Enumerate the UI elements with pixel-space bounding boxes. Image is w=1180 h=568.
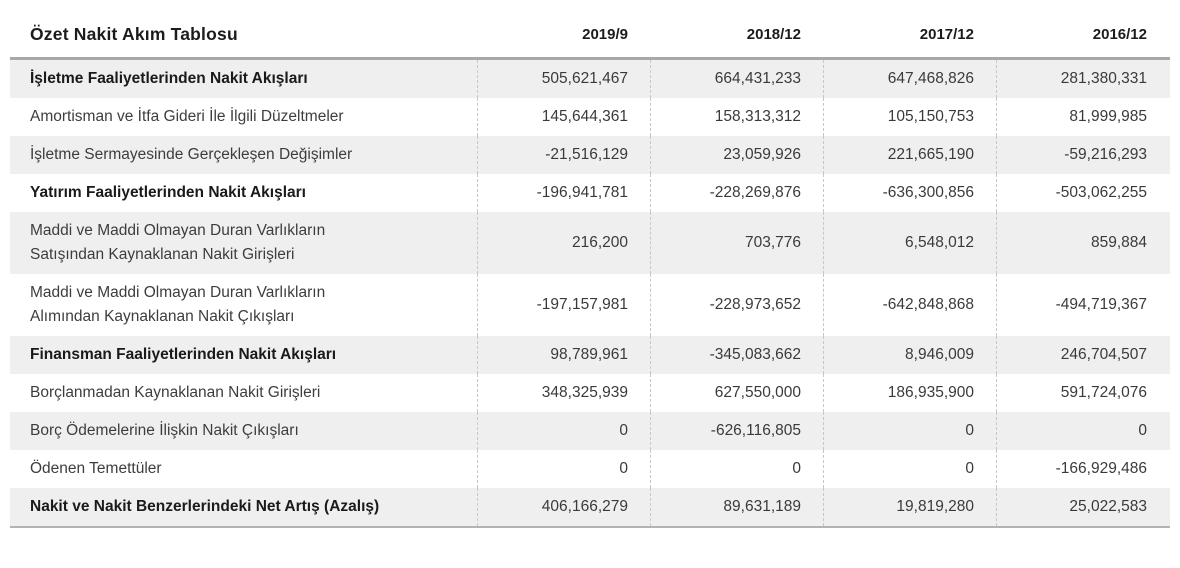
table-row: Amortisman ve İtfa Gideri İle İlgili Düz… bbox=[10, 98, 1170, 136]
table-header-row: Özet Nakit Akım Tablosu 2019/9 2018/12 2… bbox=[10, 12, 1170, 57]
column-header-2016-12: 2016/12 bbox=[1092, 26, 1147, 43]
table-body: İşletme Faaliyetlerinden Nakit Akışları 5… bbox=[10, 57, 1170, 528]
table-row: İşletme Sermayesinde Gerçekleşen Değişim… bbox=[10, 136, 1170, 174]
row-label: Maddi ve Maddi Olmayan Duran Varlıkların… bbox=[10, 274, 477, 336]
cell-value: 281,380,331 bbox=[996, 60, 1169, 98]
cell-value: 0 bbox=[996, 412, 1169, 450]
row-label: Amortisman ve İtfa Gideri İle İlgili Düz… bbox=[10, 98, 477, 136]
cell-value: -21,516,129 bbox=[477, 136, 650, 174]
cell-value: -626,116,805 bbox=[650, 412, 823, 450]
cell-value: -228,973,652 bbox=[650, 274, 823, 336]
row-label-line: İşletme Faaliyetlerinden Nakit Akışları bbox=[30, 70, 308, 87]
table-row: Finansman Faaliyetlerinden Nakit Akışlar… bbox=[10, 336, 1170, 374]
cell-value: 0 bbox=[823, 450, 996, 488]
cell-value: 647,468,826 bbox=[823, 60, 996, 98]
cash-flow-table: Özet Nakit Akım Tablosu 2019/9 2018/12 2… bbox=[10, 12, 1170, 528]
table-row: Maddi ve Maddi Olmayan Duran Varlıkların… bbox=[10, 212, 1170, 274]
cell-value: -503,062,255 bbox=[996, 174, 1169, 212]
table-row: Borç Ödemelerine İlişkin Nakit Çıkışları… bbox=[10, 412, 1170, 450]
cell-value: -59,216,293 bbox=[996, 136, 1169, 174]
cell-value: -228,269,876 bbox=[650, 174, 823, 212]
cell-value: 0 bbox=[823, 412, 996, 450]
cell-value: 145,644,361 bbox=[477, 98, 650, 136]
row-label: Ödenen Temettüler bbox=[10, 450, 477, 488]
row-label: Borç Ödemelerine İlişkin Nakit Çıkışları bbox=[10, 412, 477, 450]
cell-value: 0 bbox=[477, 412, 650, 450]
row-label-line: İşletme Sermayesinde Gerçekleşen Değişim… bbox=[30, 146, 353, 163]
cell-value: -197,157,981 bbox=[477, 274, 650, 336]
row-label-line: Yatırım Faaliyetlerinden Nakit Akışları bbox=[30, 184, 306, 201]
cell-value: 8,946,009 bbox=[823, 336, 996, 374]
row-label: Nakit ve Nakit Benzerlerindeki Net Artış… bbox=[10, 488, 477, 526]
row-label-line: Alımından Kaynaklanan Nakit Çıkışları bbox=[30, 308, 295, 325]
cell-value: 627,550,000 bbox=[650, 374, 823, 412]
cell-value: 25,022,583 bbox=[996, 488, 1169, 526]
cell-value: 859,884 bbox=[996, 212, 1169, 274]
row-label: İşletme Sermayesinde Gerçekleşen Değişim… bbox=[10, 136, 477, 174]
column-header-2019-9: 2019/9 bbox=[582, 26, 628, 43]
row-label-line: Satışından Kaynaklanan Nakit Girişleri bbox=[30, 246, 295, 263]
row-label: Yatırım Faaliyetlerinden Nakit Akışları bbox=[10, 174, 477, 212]
cell-value: -636,300,856 bbox=[823, 174, 996, 212]
row-label: Borçlanmadan Kaynaklanan Nakit Girişleri bbox=[10, 374, 477, 412]
cell-value: -166,929,486 bbox=[996, 450, 1169, 488]
table-row: Ödenen Temettüler 0 0 0 -166,929,486 bbox=[10, 450, 1170, 488]
row-label: Maddi ve Maddi Olmayan Duran Varlıkların… bbox=[10, 212, 477, 274]
cell-value: 703,776 bbox=[650, 212, 823, 274]
table-row: İşletme Faaliyetlerinden Nakit Akışları 5… bbox=[10, 60, 1170, 98]
row-label-line: Ödenen Temettüler bbox=[30, 460, 162, 477]
row-label: Finansman Faaliyetlerinden Nakit Akışlar… bbox=[10, 336, 477, 374]
cell-value: 158,313,312 bbox=[650, 98, 823, 136]
cell-value: 216,200 bbox=[477, 212, 650, 274]
table-title: Özet Nakit Akım Tablosu bbox=[30, 24, 238, 44]
cell-value: 89,631,189 bbox=[650, 488, 823, 526]
column-header-2017-12: 2017/12 bbox=[919, 26, 974, 43]
cell-value: 0 bbox=[650, 450, 823, 488]
row-label-line: Maddi ve Maddi Olmayan Duran Varlıkların bbox=[30, 222, 326, 239]
row-label: İşletme Faaliyetlerinden Nakit Akışları bbox=[10, 60, 477, 98]
cell-value: 664,431,233 bbox=[650, 60, 823, 98]
cell-value: 0 bbox=[477, 450, 650, 488]
cell-value: 81,999,985 bbox=[996, 98, 1169, 136]
cell-value: 19,819,280 bbox=[823, 488, 996, 526]
cell-value: 221,665,190 bbox=[823, 136, 996, 174]
table-row: Nakit ve Nakit Benzerlerindeki Net Artış… bbox=[10, 488, 1170, 526]
cell-value: -642,848,868 bbox=[823, 274, 996, 336]
cell-value: 246,704,507 bbox=[996, 336, 1169, 374]
column-header-2018-12: 2018/12 bbox=[746, 26, 801, 43]
row-label-line: Amortisman ve İtfa Gideri İle İlgili Düz… bbox=[30, 108, 344, 125]
cell-value: 6,548,012 bbox=[823, 212, 996, 274]
cell-value: 591,724,076 bbox=[996, 374, 1169, 412]
row-label-line: Borçlanmadan Kaynaklanan Nakit Girişleri bbox=[30, 384, 321, 401]
cell-value: 186,935,900 bbox=[823, 374, 996, 412]
cell-value: 98,789,961 bbox=[477, 336, 650, 374]
row-label-line: Maddi ve Maddi Olmayan Duran Varlıkların bbox=[30, 284, 326, 301]
cell-value: 505,621,467 bbox=[477, 60, 650, 98]
cell-value: 406,166,279 bbox=[477, 488, 650, 526]
row-label-line: Nakit ve Nakit Benzerlerindeki Net Artış… bbox=[30, 498, 380, 515]
cell-value: -494,719,367 bbox=[996, 274, 1169, 336]
row-label-line: Finansman Faaliyetlerinden Nakit Akışlar… bbox=[30, 346, 337, 363]
table-row: Borçlanmadan Kaynaklanan Nakit Girişleri… bbox=[10, 374, 1170, 412]
table-row: Maddi ve Maddi Olmayan Duran Varlıkların… bbox=[10, 274, 1170, 336]
row-label-line: Borç Ödemelerine İlişkin Nakit Çıkışları bbox=[30, 422, 299, 439]
cell-value: 348,325,939 bbox=[477, 374, 650, 412]
cell-value: -196,941,781 bbox=[477, 174, 650, 212]
cell-value: 23,059,926 bbox=[650, 136, 823, 174]
cell-value: -345,083,662 bbox=[650, 336, 823, 374]
cell-value: 105,150,753 bbox=[823, 98, 996, 136]
table-row: Yatırım Faaliyetlerinden Nakit Akışları -… bbox=[10, 174, 1170, 212]
